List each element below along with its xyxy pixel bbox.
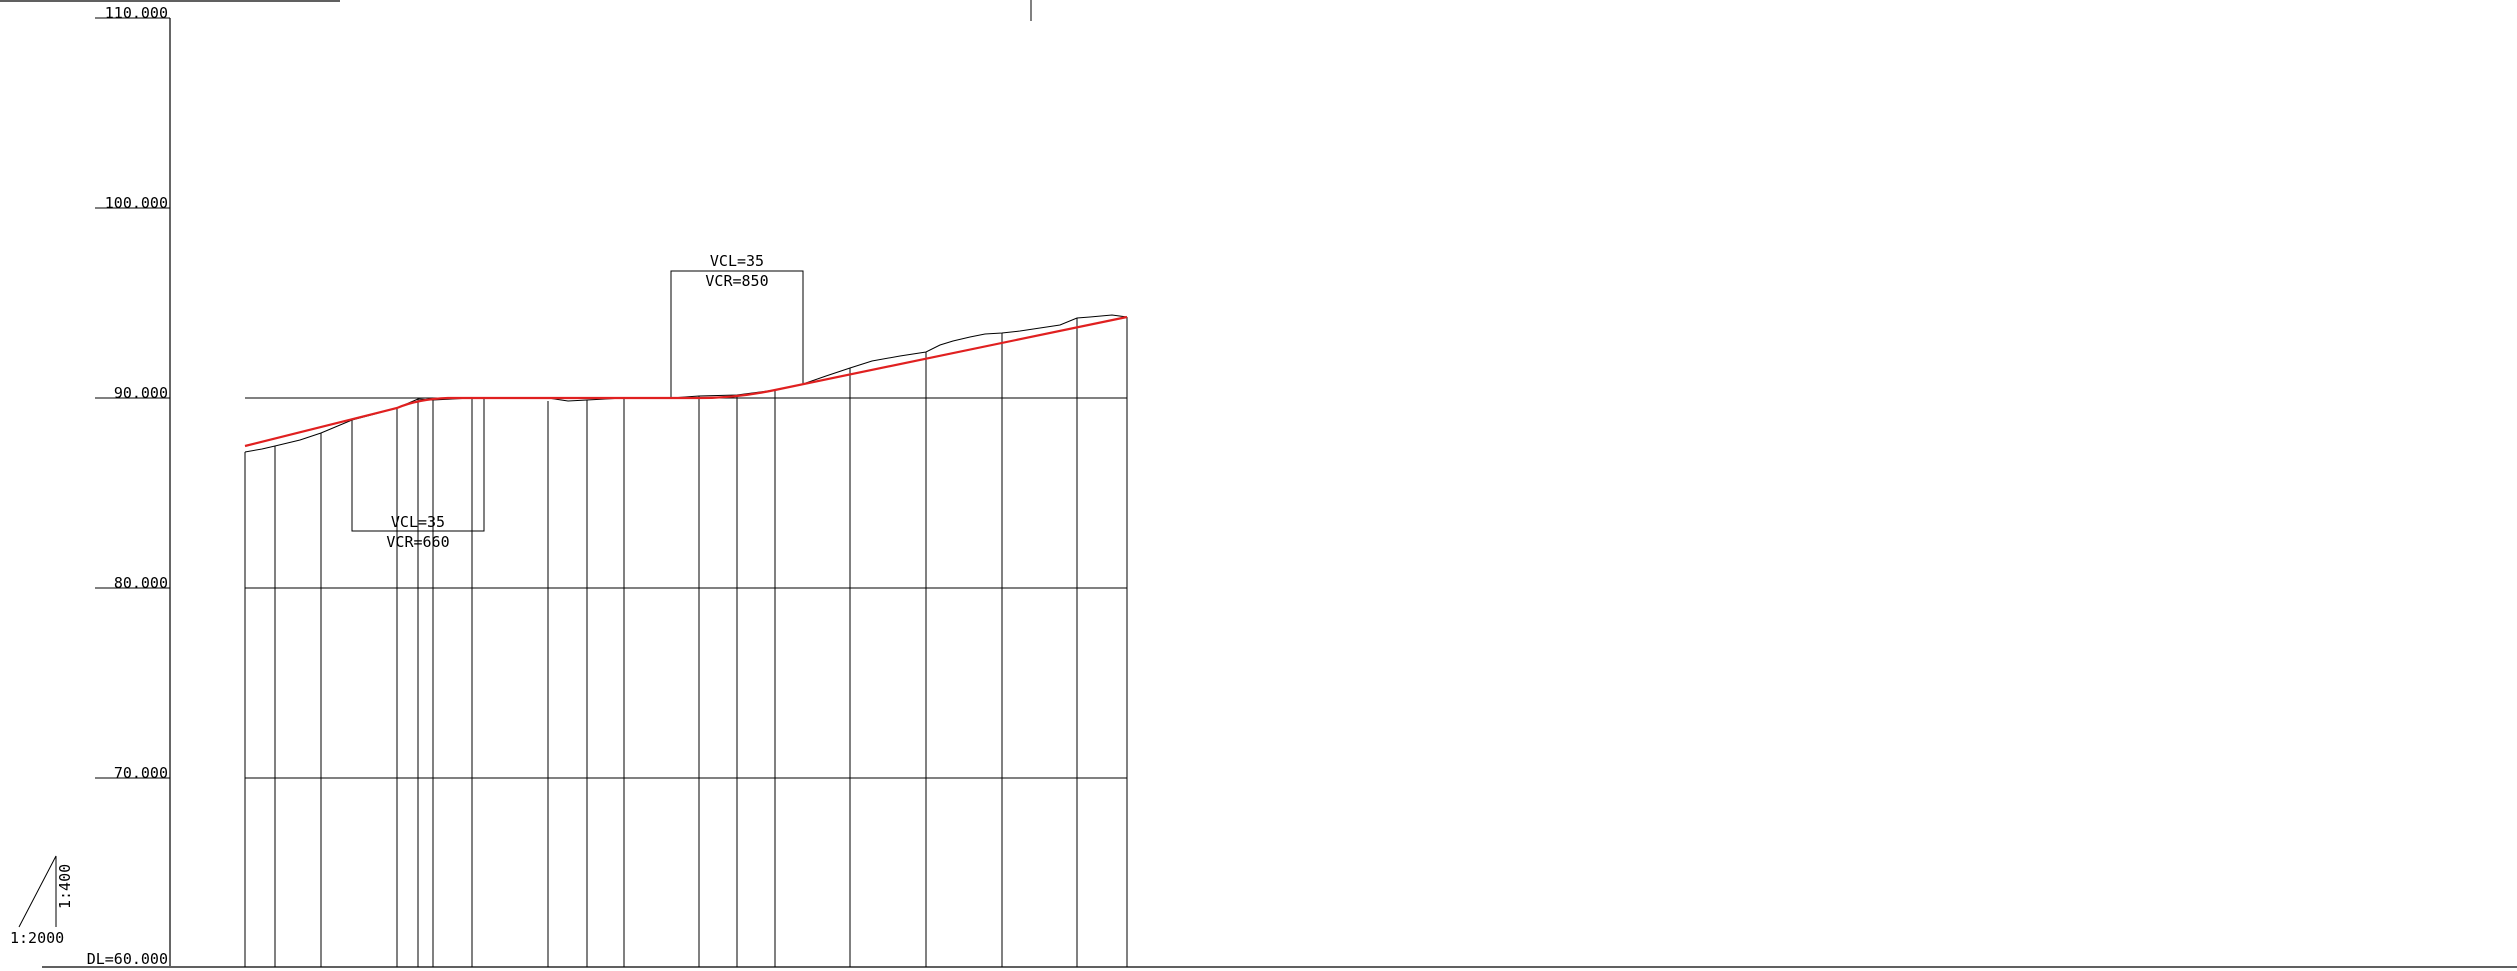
ground-profile-line	[244, 314, 1128, 453]
horizontal-scale-label: 1:2000	[10, 929, 64, 947]
datum-label: DL=60.000	[87, 950, 168, 968]
design-grade-line	[244, 315, 1128, 448]
scale-indicator: 1:2000 1:400	[10, 855, 74, 947]
curve-2-vcr: VCR=850	[705, 272, 768, 290]
curve-2-vcl: VCL=35	[710, 252, 764, 270]
axis-label-100: 100.000	[105, 194, 168, 212]
axis-ticks	[95, 17, 170, 779]
axis-label-90: 90.000	[114, 384, 168, 402]
grid-lines	[245, 397, 1127, 779]
vertical-scale-label: 1:400	[56, 864, 74, 909]
curve-1-vcr: VCR=660	[386, 533, 449, 551]
axis-label-80: 80.000	[114, 574, 168, 592]
curve-1-vcl: VCL=35	[391, 513, 445, 531]
vertical-curve-box-1	[351, 398, 485, 532]
axis-label-110: 110.000	[105, 4, 168, 22]
station-lines	[244, 271, 1128, 967]
vertical-curve-box-2	[670, 270, 804, 398]
axis-label-70: 70.000	[114, 764, 168, 782]
